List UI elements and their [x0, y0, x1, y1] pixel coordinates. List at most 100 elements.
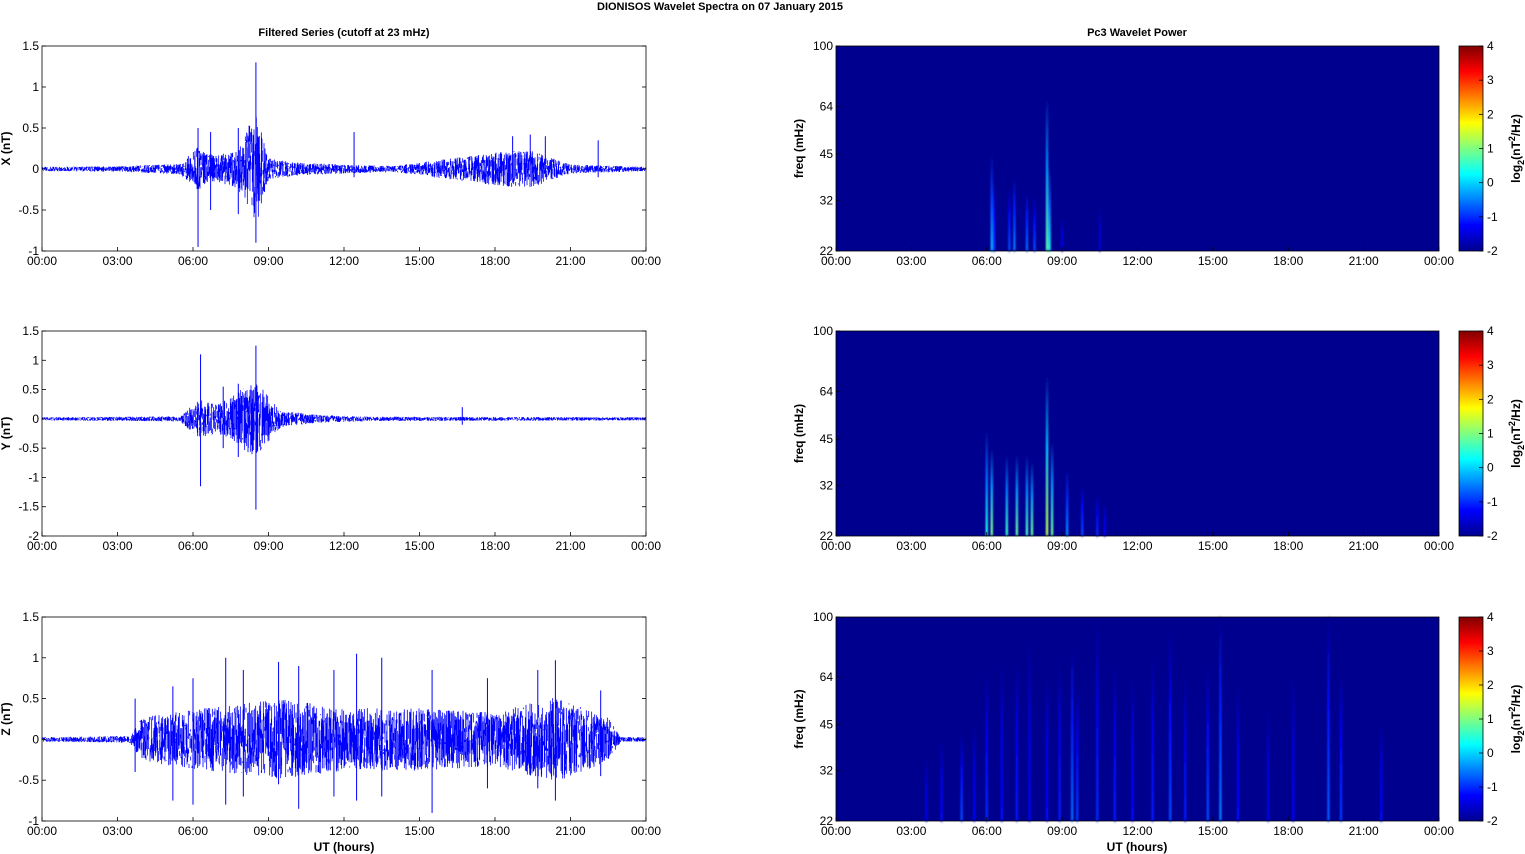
y-tick-label-y-7: -2 [28, 529, 39, 543]
power-streak-z-power-19 [1219, 618, 1222, 821]
colorbar-tick-label-y-power-5: -1 [1487, 495, 1498, 509]
heatmap-streaks-x-power [990, 98, 1102, 251]
right-column-title: Pc3 Wavelet Power [1087, 27, 1188, 39]
power-streak-z-power-14 [1131, 677, 1134, 821]
power-streak-y-power-10 [1096, 494, 1099, 536]
x-tick-label-x-power-5: 15:00 [1198, 254, 1228, 268]
colorbar-label-z-power: log2(nT2/Hz) [1507, 685, 1525, 754]
colorbar-tick-label-x-power-1: 3 [1487, 73, 1494, 87]
power-streak-z-power-18 [1206, 665, 1210, 821]
x-tick-label-z-power-5: 15:00 [1198, 824, 1228, 838]
y-axis-label-x-power: freq (mHz) [792, 119, 806, 178]
x-tick-label-y-power-3: 09:00 [1047, 539, 1077, 553]
heatmap-bg-x-power [836, 46, 1439, 251]
x-tick-label-y-power-8: 00:00 [1424, 539, 1454, 553]
x-tick-label-x-5: 15:00 [404, 254, 434, 268]
power-streak-x-power-2 [1008, 188, 1011, 251]
x-tick-label-z-7: 21:00 [555, 824, 585, 838]
y-tick-label-z-power-1: 64 [820, 670, 834, 684]
x-tick-label-y-power-4: 12:00 [1122, 539, 1152, 553]
y-tick-label-x-power-2: 45 [820, 147, 834, 161]
power-streak-y-power-11 [1103, 503, 1107, 536]
colorbar-tick-label-x-power-2: 2 [1487, 107, 1494, 121]
x-tick-label-y-7: 21:00 [555, 539, 585, 553]
power-streak-z-power-11 [1076, 685, 1079, 821]
x-tick-label-y-6: 18:00 [480, 539, 510, 553]
x-tick-label-x-6: 18:00 [480, 254, 510, 268]
y-tick-label-z-4: -0.5 [18, 773, 39, 787]
power-streak-x-power-8 [1060, 218, 1064, 251]
x-tick-label-y-2: 06:00 [178, 539, 208, 553]
x-tick-label-y-0: 00:00 [27, 539, 57, 553]
power-streak-y-power-0 [985, 430, 988, 536]
power-streak-x-power-3 [1013, 177, 1016, 251]
power-streak-y-power-7 [1050, 442, 1054, 536]
power-streak-x-power-1 [993, 184, 996, 251]
power-streak-z-power-12 [1096, 619, 1099, 821]
x-tick-label-x-8: 00:00 [631, 254, 661, 268]
power-streak-z-power-10 [1070, 647, 1074, 821]
y-tick-label-z-1: 1 [32, 651, 39, 665]
y-tick-label-x-3: 0 [32, 162, 39, 176]
colorbar-tick-label-y-power-4: 0 [1487, 461, 1494, 475]
colorbar-tick-label-x-power-3: 1 [1487, 142, 1494, 156]
x-tick-label-z-power-3: 09:00 [1047, 824, 1077, 838]
x-tick-label-z-5: 15:00 [404, 824, 434, 838]
power-streak-x-power-5 [1033, 196, 1036, 251]
y-tick-label-x-5: -1 [28, 244, 39, 258]
plot-area-x [42, 46, 646, 251]
power-streak-z-power-3 [972, 724, 976, 821]
x-axis-label-left: UT (hours) [314, 840, 375, 854]
y-axis-label-y-power: freq (mHz) [792, 404, 806, 463]
y-tick-label-z-power-0: 100 [813, 610, 833, 624]
y-axis-label-z: Z (nT) [0, 702, 13, 735]
x-tick-label-y-8: 00:00 [631, 539, 661, 553]
y-tick-label-x-power-1: 64 [820, 99, 834, 113]
y-tick-label-y-3: 0 [32, 412, 39, 426]
y-tick-label-y-5: -1 [28, 470, 39, 484]
power-streak-z-power-7 [1028, 638, 1031, 821]
power-streak-y-power-5 [1030, 462, 1034, 536]
plot-area-y [42, 331, 646, 536]
x-tick-label-z-power-6: 18:00 [1273, 824, 1303, 838]
colorbar-tick-label-x-power-6: -2 [1487, 244, 1498, 258]
heatmap-bg-z-power [836, 617, 1439, 821]
y-tick-label-x-power-3: 32 [820, 193, 834, 207]
power-streak-z-power-21 [1266, 710, 1270, 821]
x-tick-label-x-1: 03:00 [102, 254, 132, 268]
colorbar-tick-label-x-power-5: -1 [1487, 210, 1498, 224]
heatmap-streaks-z-power [925, 618, 1383, 821]
colorbar-tick-label-z-power-1: 3 [1487, 644, 1494, 658]
heatmap-bg-y-power [836, 331, 1439, 536]
x-tick-label-x-power-1: 03:00 [896, 254, 926, 268]
colorbar-tick-label-y-power-1: 3 [1487, 358, 1494, 372]
x-tick-label-z-3: 09:00 [253, 824, 283, 838]
y-tick-label-z-power-3: 32 [820, 764, 834, 778]
x-tick-label-z-6: 18:00 [480, 824, 510, 838]
power-streak-y-power-2 [1005, 455, 1009, 536]
x-tick-label-x-power-2: 06:00 [972, 254, 1002, 268]
colorbar-tick-label-y-power-0: 4 [1487, 324, 1494, 338]
x-tick-label-y-power-5: 15:00 [1198, 539, 1228, 553]
power-streak-y-power-1 [990, 448, 993, 536]
heatmap-streaks-y-power [985, 375, 1107, 536]
colorbar-tick-label-z-power-0: 4 [1487, 610, 1494, 624]
colorbar-tick-label-x-power-0: 4 [1487, 39, 1494, 53]
power-streak-x-power-4 [1025, 192, 1029, 251]
y-tick-label-y-power-2: 45 [820, 432, 834, 446]
y-axis-label-z-power: freq (mHz) [792, 689, 806, 748]
power-streak-z-power-5 [1000, 665, 1004, 821]
x-tick-label-z-2: 06:00 [178, 824, 208, 838]
colorbar-tick-label-y-power-3: 1 [1487, 427, 1494, 441]
power-streak-y-power-8 [1065, 469, 1069, 536]
y-tick-label-z-0: 1.5 [22, 610, 39, 624]
power-streak-y-power-4 [1025, 455, 1029, 536]
power-streak-x-power-7 [1048, 170, 1051, 251]
power-streak-z-power-16 [1168, 631, 1172, 821]
y-tick-label-z-power-4: 22 [820, 814, 834, 828]
x-tick-label-z-power-2: 06:00 [972, 824, 1002, 838]
x-tick-label-y-power-2: 06:00 [972, 539, 1002, 553]
power-streak-y-power-3 [1015, 455, 1019, 536]
x-tick-label-y-3: 09:00 [253, 539, 283, 553]
